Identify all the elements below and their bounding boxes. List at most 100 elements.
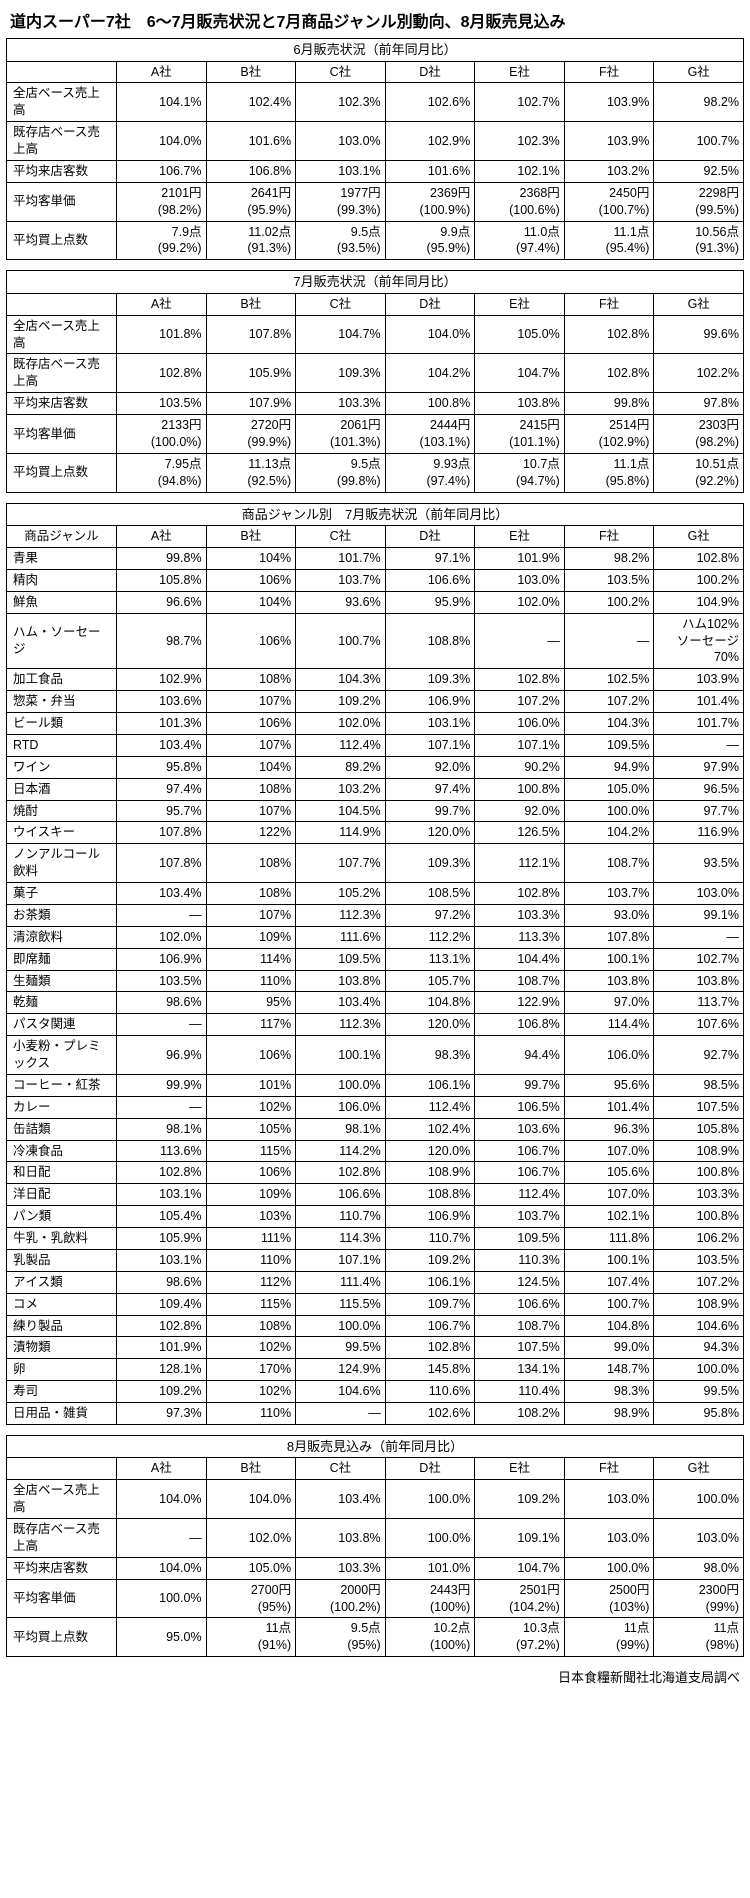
cell: 102.8%: [475, 883, 565, 905]
row-label: パン類: [7, 1206, 117, 1228]
cell: 100.7%: [654, 122, 744, 161]
col-head-blank: [7, 61, 117, 83]
cell: 106%: [206, 1036, 296, 1075]
cell: 103.0%: [654, 883, 744, 905]
cell: 110.6%: [385, 1381, 475, 1403]
cell: 112.4%: [475, 1184, 565, 1206]
cell: 95.9%: [385, 591, 475, 613]
cell: 109%: [206, 926, 296, 948]
row-label: 菓子: [7, 883, 117, 905]
col-head: C社: [296, 61, 386, 83]
col-head-blank: [7, 293, 117, 315]
cell: 11点 (98%): [654, 1618, 744, 1657]
cell: 170%: [206, 1359, 296, 1381]
cell: 100.0%: [385, 1519, 475, 1558]
cell: 106.1%: [385, 1074, 475, 1096]
cell: 103.4%: [296, 1480, 386, 1519]
cell: 107%: [206, 734, 296, 756]
row-label: コーヒー・紅茶: [7, 1074, 117, 1096]
cell: 109.5%: [564, 734, 654, 756]
cell: 100.7%: [296, 613, 386, 669]
row-label: 全店ベース売上高: [7, 83, 117, 122]
cell: 97.8%: [654, 393, 744, 415]
row-label: 平均客単価: [7, 182, 117, 221]
col-head: D社: [385, 61, 475, 83]
col-head: B社: [206, 61, 296, 83]
row-label: 加工食品: [7, 669, 117, 691]
cell: 108.2%: [475, 1403, 565, 1425]
cell: 103.5%: [117, 970, 207, 992]
cell: 101.0%: [385, 1557, 475, 1579]
col-head: B社: [206, 526, 296, 548]
cell: 107%: [206, 800, 296, 822]
cell: 109.7%: [385, 1293, 475, 1315]
col-head: C社: [296, 293, 386, 315]
cell: 2720円 (99.9%): [206, 415, 296, 454]
cell: 109.2%: [475, 1480, 565, 1519]
col-head-label: 商品ジャンル: [7, 526, 117, 548]
cell: 106.0%: [475, 713, 565, 735]
cell: 105.8%: [117, 569, 207, 591]
cell: 112.3%: [296, 1014, 386, 1036]
cell: 103.8%: [654, 970, 744, 992]
cell: 10.51点 (92.2%): [654, 453, 744, 492]
cell: 103.1%: [385, 713, 475, 735]
cell: 98.5%: [654, 1074, 744, 1096]
row-label: 冷凍食品: [7, 1140, 117, 1162]
cell: 109.2%: [296, 691, 386, 713]
cell: 105.9%: [206, 354, 296, 393]
cell: 107.9%: [206, 393, 296, 415]
cell: 108.7%: [475, 970, 565, 992]
cell: 114.3%: [296, 1228, 386, 1250]
cell: 100.2%: [654, 569, 744, 591]
cell: 108.9%: [654, 1293, 744, 1315]
row-label: 卵: [7, 1359, 117, 1381]
cell: 102.0%: [206, 1519, 296, 1558]
cell: 106%: [206, 1162, 296, 1184]
cell: 115%: [206, 1293, 296, 1315]
cell: 103%: [206, 1206, 296, 1228]
cell: 9.5点 (99.8%): [296, 453, 386, 492]
cell: 104.0%: [206, 1480, 296, 1519]
cell: 112.3%: [296, 904, 386, 926]
col-head: E社: [475, 61, 565, 83]
cell: 2101円 (98.2%): [117, 182, 207, 221]
cell: 101.7%: [296, 548, 386, 570]
cell: 97.2%: [385, 904, 475, 926]
cell: 99.7%: [385, 800, 475, 822]
row-label: 焼酎: [7, 800, 117, 822]
col-head-blank: [7, 1458, 117, 1480]
cell: 2450円 (100.7%): [564, 182, 654, 221]
cell: 2500円 (103%): [564, 1579, 654, 1618]
col-head: F社: [564, 526, 654, 548]
cell: 103.2%: [564, 160, 654, 182]
cell: 106.2%: [654, 1228, 744, 1250]
cell: 115%: [206, 1140, 296, 1162]
cell: 104.7%: [475, 354, 565, 393]
cell: 113.1%: [385, 948, 475, 970]
row-label: 平均買上点数: [7, 221, 117, 260]
cell: 2514円 (102.9%): [564, 415, 654, 454]
cell: 108.7%: [564, 844, 654, 883]
cell: 107%: [206, 904, 296, 926]
cell: 107.5%: [475, 1337, 565, 1359]
cell: 97.3%: [117, 1403, 207, 1425]
cell: 107.8%: [117, 822, 207, 844]
cell: 100.7%: [564, 1293, 654, 1315]
cell: 109.2%: [385, 1249, 475, 1271]
cell: 101.7%: [654, 713, 744, 735]
cell: 100.8%: [654, 1162, 744, 1184]
cell: 116.9%: [654, 822, 744, 844]
cell: 106.0%: [296, 1096, 386, 1118]
cell: 108%: [206, 1315, 296, 1337]
cell: —: [117, 1519, 207, 1558]
cell: 102.7%: [654, 948, 744, 970]
cell: 102.8%: [564, 315, 654, 354]
cell: 103.3%: [296, 1557, 386, 1579]
cell: 11.1点 (95.4%): [564, 221, 654, 260]
cell: 102.9%: [117, 669, 207, 691]
row-label: 洋日配: [7, 1184, 117, 1206]
cell: 107.0%: [564, 1184, 654, 1206]
row-label: 全店ベース売上高: [7, 315, 117, 354]
cell: 10.2点 (100%): [385, 1618, 475, 1657]
